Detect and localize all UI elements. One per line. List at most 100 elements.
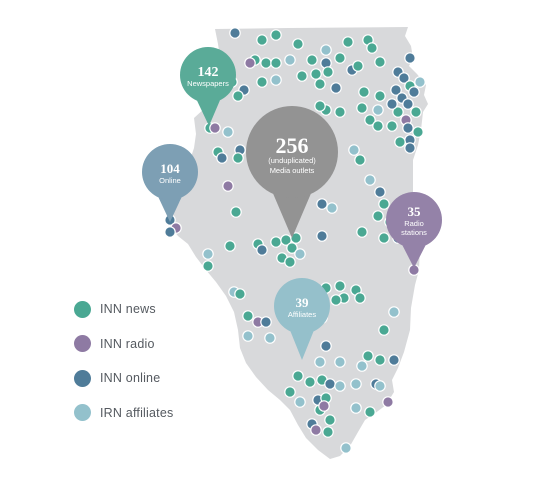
outlet-marker <box>386 120 398 132</box>
outlet-marker <box>222 180 234 192</box>
outlet-marker <box>320 44 332 56</box>
outlet-marker <box>270 236 282 248</box>
callout-outlets-pointer <box>273 194 311 238</box>
outlet-marker <box>232 90 244 102</box>
outlet-marker <box>256 34 268 46</box>
outlet-marker <box>342 36 354 48</box>
outlet-marker <box>388 354 400 366</box>
radio-count: 35 <box>408 204 422 219</box>
newspapers-label: Newspapers <box>187 79 229 88</box>
outlet-marker <box>314 356 326 368</box>
outlet-marker <box>256 244 268 256</box>
outlet-marker <box>326 202 338 214</box>
outlet-marker <box>402 122 414 134</box>
outlet-marker <box>256 76 268 88</box>
outlet-marker <box>372 120 384 132</box>
outlet-marker <box>334 356 346 368</box>
outlet-marker <box>234 288 246 300</box>
callout-radio-bubble <box>386 192 442 248</box>
outlet-marker <box>334 280 346 292</box>
outlet-marker <box>292 370 304 382</box>
callout-online-bubble <box>142 144 198 200</box>
outlet-marker <box>324 414 336 426</box>
callout-radio-pointer <box>402 245 426 268</box>
outlet-marker <box>202 248 214 260</box>
callout-online-pointer <box>158 197 182 222</box>
outlet-marker <box>350 378 362 390</box>
outlet-marker <box>318 400 330 412</box>
outlet-marker <box>314 78 326 90</box>
outlet-marker <box>398 72 410 84</box>
legend-item-online: INN online <box>74 361 173 396</box>
outlet-marker <box>356 102 368 114</box>
outlet-marker <box>284 54 296 66</box>
outlet-marker <box>286 242 298 254</box>
outlet-marker <box>382 396 394 408</box>
legend-label-radio: INN radio <box>100 336 155 351</box>
outlet-marker <box>216 152 228 164</box>
outlet-marker <box>296 70 308 82</box>
outlet-marker <box>394 136 406 148</box>
outlet-marker <box>306 54 318 66</box>
outlet-marker <box>260 57 272 69</box>
outlet-marker <box>320 340 332 352</box>
outlets-count: 256 <box>276 133 309 158</box>
online-circle-icon <box>74 369 91 387</box>
outlet-marker <box>284 256 296 268</box>
outlet-marker <box>352 60 364 72</box>
legend-item-radio: INN radio <box>74 327 173 362</box>
outlet-marker <box>316 230 328 242</box>
outlet-marker <box>232 152 244 164</box>
outlet-marker <box>366 42 378 54</box>
outlet-marker <box>294 248 306 260</box>
outlet-marker <box>330 294 342 306</box>
outlet-marker <box>372 104 384 116</box>
outlet-marker <box>292 38 304 50</box>
outlet-marker <box>310 68 322 80</box>
callout-newspapers-bubble <box>180 47 236 103</box>
outlet-marker <box>264 332 276 344</box>
outlets-label-line1: (unduplicated) <box>268 156 316 165</box>
radio-label-line1: Radio <box>404 219 424 228</box>
outlet-marker <box>374 56 386 68</box>
outlet-marker <box>354 292 366 304</box>
outlet-marker <box>294 396 306 408</box>
outlet-marker <box>330 82 342 94</box>
outlet-marker <box>304 376 316 388</box>
outlet-marker <box>378 324 390 336</box>
outlet-marker <box>404 142 416 154</box>
online-count: 104 <box>160 161 180 176</box>
outlet-marker <box>374 380 386 392</box>
outlet-marker <box>386 98 398 110</box>
legend-label-affiliates: IRN affiliates <box>100 405 174 420</box>
outlet-marker <box>364 174 376 186</box>
radio-label-line2: stations <box>401 228 427 237</box>
outlet-marker <box>402 98 414 110</box>
outlet-marker <box>374 186 386 198</box>
outlet-marker <box>310 424 322 436</box>
outlet-marker <box>410 106 422 118</box>
outlet-marker <box>224 240 236 252</box>
outlet-marker <box>314 100 326 112</box>
outlet-marker <box>230 206 242 218</box>
outlet-marker <box>364 406 376 418</box>
outlet-marker <box>244 57 256 69</box>
outlets-label-line2: Media outlets <box>270 166 315 175</box>
illinois-state-shape <box>170 27 428 459</box>
callout-outlets-bubble <box>246 106 338 198</box>
radio-circle-icon <box>74 335 91 353</box>
outlet-marker <box>324 378 336 390</box>
online-label: Online <box>159 176 181 185</box>
outlet-marker <box>374 90 386 102</box>
outlet-marker <box>404 52 416 64</box>
outlet-marker <box>414 76 426 88</box>
outlet-marker <box>362 350 374 362</box>
legend-label-online: INN online <box>100 371 161 386</box>
outlet-marker <box>209 122 221 134</box>
outlet-marker <box>270 74 282 86</box>
affiliates-count: 39 <box>296 295 310 310</box>
outlet-marker <box>242 330 254 342</box>
